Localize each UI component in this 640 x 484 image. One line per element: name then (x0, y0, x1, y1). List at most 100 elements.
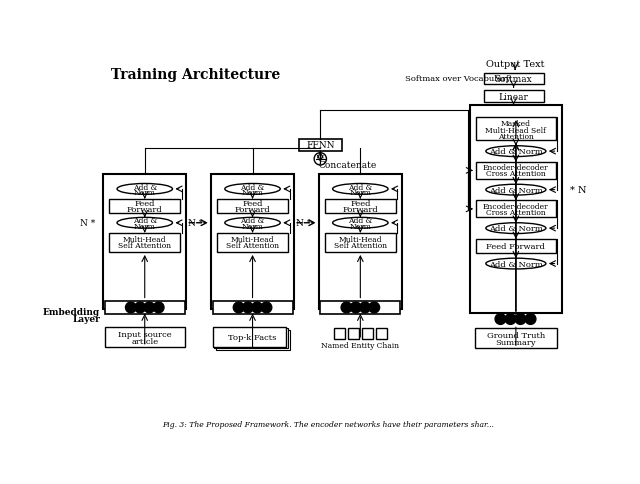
Bar (362, 329, 372, 339)
Circle shape (252, 302, 262, 313)
Text: Output Text: Output Text (486, 60, 545, 69)
Text: Add &: Add & (241, 217, 265, 225)
Text: Concatenate: Concatenate (318, 161, 376, 170)
Bar (348, 329, 359, 339)
Text: Cross Attention: Cross Attention (486, 170, 546, 178)
Circle shape (360, 302, 371, 313)
Circle shape (243, 302, 253, 313)
Text: Fig. 3: The Proposed Framework. The encoder networks have their parameters shar.: Fig. 3: The Proposed Framework. The enco… (162, 421, 494, 429)
Text: Forward: Forward (342, 206, 378, 213)
Text: Linear: Linear (499, 92, 529, 101)
Text: * N: * N (570, 186, 586, 195)
Text: Feed Forward: Feed Forward (486, 242, 545, 250)
Bar (319, 175, 402, 309)
Text: Norm: Norm (242, 189, 264, 197)
Bar (103, 175, 186, 309)
Ellipse shape (486, 185, 546, 196)
Text: Add &: Add & (132, 217, 157, 225)
Text: Encoder-decoder: Encoder-decoder (483, 164, 548, 172)
Bar (217, 199, 288, 213)
Bar (212, 327, 287, 347)
Text: N *: N * (188, 219, 204, 228)
Circle shape (261, 302, 272, 313)
Text: Layer: Layer (72, 315, 100, 324)
Bar (484, 74, 543, 85)
Text: Input source: Input source (118, 330, 172, 338)
Bar (217, 233, 288, 253)
Circle shape (144, 302, 155, 313)
Circle shape (369, 302, 380, 313)
Text: Embedding: Embedding (43, 307, 100, 316)
Bar (105, 327, 185, 347)
Ellipse shape (225, 184, 280, 195)
Bar (109, 199, 180, 213)
Bar (484, 91, 543, 103)
Ellipse shape (333, 218, 388, 228)
Circle shape (495, 314, 506, 325)
Text: Training Architecture: Training Architecture (111, 68, 280, 82)
Text: Multi-Head: Multi-Head (123, 235, 166, 243)
Text: Self Attention: Self Attention (334, 242, 387, 250)
Text: Feed: Feed (350, 199, 371, 207)
Text: Multi-Head Self: Multi-Head Self (486, 126, 547, 134)
Text: Self Attention: Self Attention (226, 242, 279, 250)
Bar (216, 330, 289, 350)
Text: Add &: Add & (348, 183, 372, 191)
Text: Norm: Norm (242, 222, 264, 230)
Text: Norm: Norm (134, 189, 156, 197)
Circle shape (515, 314, 526, 325)
Bar (476, 201, 556, 218)
Text: Ground Truth: Ground Truth (487, 332, 545, 339)
Text: Add &: Add & (241, 183, 265, 191)
Text: Norm: Norm (349, 189, 371, 197)
Circle shape (341, 302, 352, 313)
Text: FFNN: FFNN (306, 141, 335, 150)
Text: article: article (131, 337, 158, 345)
Circle shape (234, 302, 244, 313)
Bar (470, 106, 562, 313)
Text: Encoder-decoder: Encoder-decoder (483, 202, 548, 211)
Circle shape (505, 314, 516, 325)
Text: Forward: Forward (235, 206, 271, 213)
Bar (476, 240, 556, 253)
Text: N *: N * (80, 219, 95, 228)
Text: Add & Norm: Add & Norm (489, 225, 543, 233)
Text: Summary: Summary (495, 338, 536, 347)
Text: Add & Norm: Add & Norm (489, 186, 543, 194)
Text: Attention: Attention (498, 133, 534, 140)
Circle shape (153, 302, 164, 313)
Circle shape (350, 302, 361, 313)
Ellipse shape (333, 184, 388, 195)
Bar (212, 301, 292, 315)
Text: Softmax over Vocabulary: Softmax over Vocabulary (404, 75, 510, 83)
Ellipse shape (486, 223, 546, 234)
Text: Masked: Masked (501, 120, 531, 128)
Text: Add &: Add & (348, 217, 372, 225)
Bar (105, 301, 185, 315)
Circle shape (125, 302, 136, 313)
Text: Top-k Facts: Top-k Facts (228, 333, 276, 341)
Bar (109, 233, 180, 253)
Bar (334, 329, 345, 339)
Bar (476, 163, 556, 180)
Text: Named Entity Chain: Named Entity Chain (321, 342, 399, 349)
Circle shape (135, 302, 145, 313)
Text: Multi-Head: Multi-Head (231, 235, 275, 243)
Bar (211, 175, 294, 309)
Text: Norm: Norm (134, 222, 156, 230)
Text: Cross Attention: Cross Attention (486, 209, 546, 216)
Text: Feed: Feed (134, 199, 155, 207)
Text: Forward: Forward (127, 206, 163, 213)
Circle shape (525, 314, 536, 325)
Ellipse shape (117, 218, 172, 228)
Text: Self Attention: Self Attention (118, 242, 172, 250)
Bar (299, 139, 342, 152)
Bar (325, 233, 396, 253)
Text: Add & Norm: Add & Norm (489, 260, 543, 268)
Text: Add & Norm: Add & Norm (489, 148, 543, 156)
Text: Add &: Add & (132, 183, 157, 191)
Bar (476, 118, 556, 141)
Ellipse shape (117, 184, 172, 195)
Bar (475, 329, 557, 348)
Bar (325, 199, 396, 213)
